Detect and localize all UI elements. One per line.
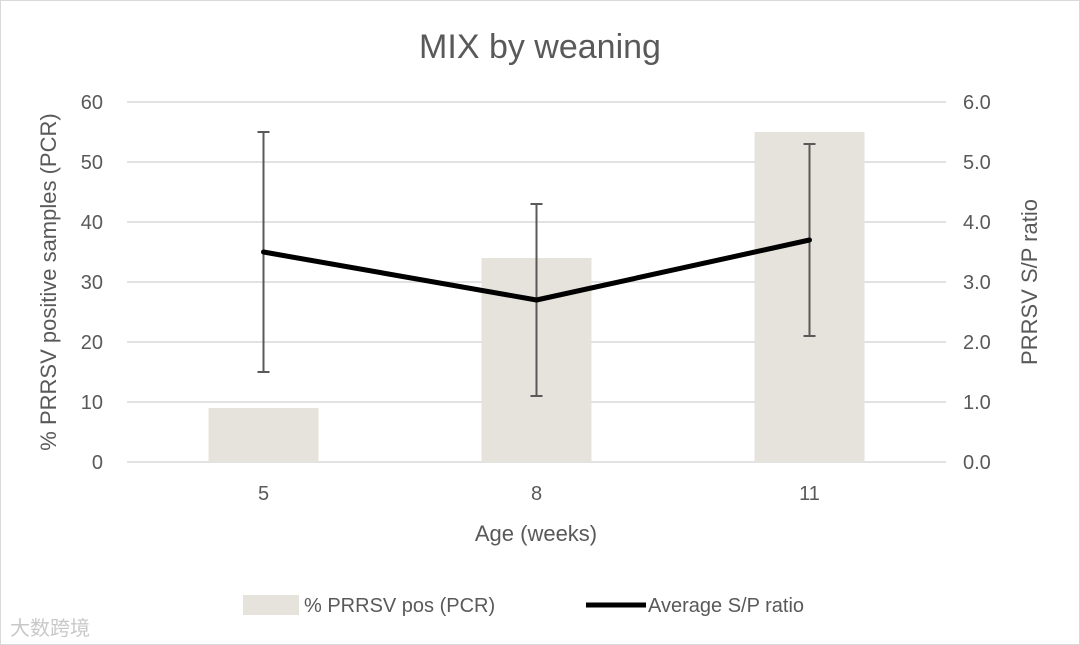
y2-tick-label: 1.0 bbox=[963, 392, 991, 414]
y-tick-label: 60 bbox=[81, 92, 103, 114]
legend: % PRRSV pos (PCR) Average S/P ratio bbox=[243, 595, 804, 617]
legend-bar-label: % PRRSV pos (PCR) bbox=[304, 595, 495, 617]
chart-title: MIX by weaning bbox=[419, 28, 661, 66]
legend-bar-swatch bbox=[243, 595, 299, 615]
line-series bbox=[261, 237, 812, 303]
line-point bbox=[807, 237, 812, 243]
watermark: 大数跨境 bbox=[10, 616, 90, 640]
x-axis-ticks: 5 8 11 bbox=[258, 483, 820, 505]
bar bbox=[208, 408, 319, 462]
y2-tick-label: 6.0 bbox=[963, 92, 991, 114]
x-tick-label: 11 bbox=[799, 483, 820, 505]
y-tick-label: 0 bbox=[92, 452, 103, 474]
y-tick-label: 40 bbox=[81, 212, 103, 234]
right-axis-ticks: 0.0 1.0 2.0 3.0 4.0 5.0 6.0 bbox=[963, 92, 991, 474]
y-axis-label: % PRRSV positive samples (PCR) bbox=[36, 113, 61, 450]
y2-tick-label: 4.0 bbox=[963, 212, 991, 234]
y2-tick-label: 2.0 bbox=[963, 332, 991, 354]
left-axis-ticks: 0 10 20 30 40 50 60 bbox=[81, 92, 103, 474]
x-tick-label: 5 bbox=[258, 483, 269, 505]
x-tick-label: 8 bbox=[531, 483, 542, 505]
y-tick-label: 30 bbox=[81, 272, 103, 294]
y2-axis-label: PRRSV S/P ratio bbox=[1017, 199, 1042, 365]
line-point bbox=[261, 249, 266, 255]
y-tick-label: 10 bbox=[81, 392, 103, 414]
y-tick-label: 20 bbox=[81, 332, 103, 354]
y2-tick-label: 5.0 bbox=[963, 152, 991, 174]
y2-tick-label: 0.0 bbox=[963, 452, 991, 474]
x-axis-label: Age (weeks) bbox=[475, 521, 597, 546]
line-point bbox=[534, 297, 539, 303]
legend-line-label: Average S/P ratio bbox=[648, 595, 804, 617]
y2-tick-label: 3.0 bbox=[963, 272, 991, 294]
y-tick-label: 50 bbox=[81, 152, 103, 174]
